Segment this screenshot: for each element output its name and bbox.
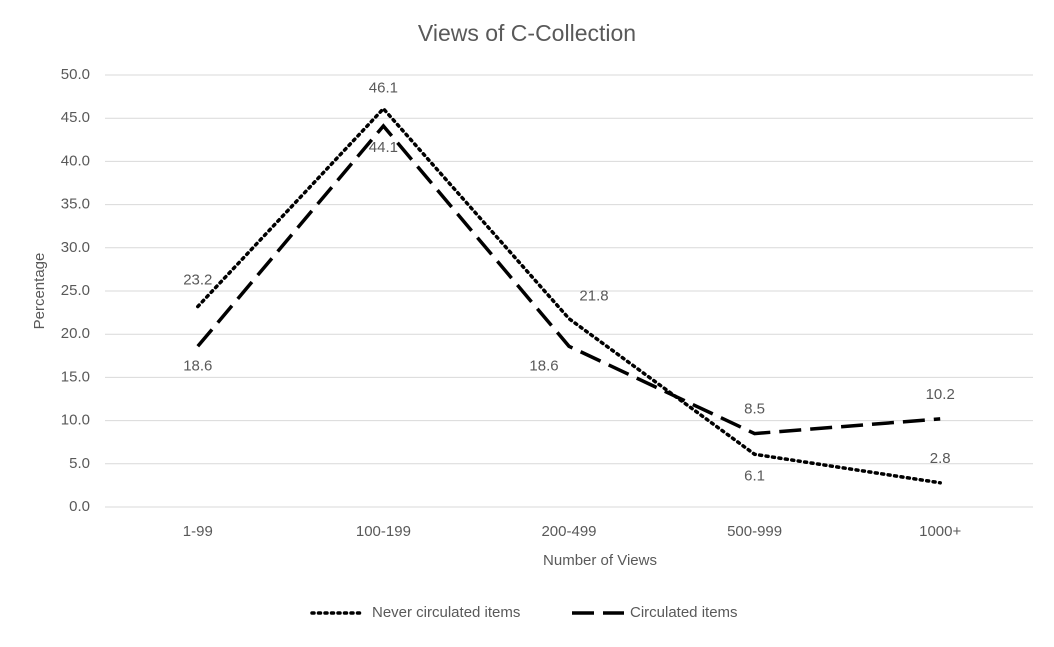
data-label: 46.1 <box>369 80 398 97</box>
data-label: 8.5 <box>744 401 765 418</box>
series-line <box>196 123 941 436</box>
y-tick-label: 10.0 <box>61 412 90 429</box>
data-label: 6.1 <box>744 467 765 484</box>
y-tick-label: 45.0 <box>61 109 90 126</box>
y-tick-label: 50.0 <box>61 66 90 83</box>
x-tick-label: 1-99 <box>183 523 213 540</box>
x-axis-title: Number of Views <box>543 552 657 569</box>
y-tick-label: 35.0 <box>61 196 90 213</box>
legend-label: Circulated items <box>630 604 738 621</box>
y-axis-title: Percentage <box>31 253 48 330</box>
series-line <box>196 106 942 485</box>
data-label: 10.2 <box>926 386 955 403</box>
data-label: 2.8 <box>930 450 951 467</box>
y-tick-label: 20.0 <box>61 325 90 342</box>
data-label: 44.1 <box>369 139 398 156</box>
y-tick-label: 40.0 <box>61 152 90 169</box>
data-label: 21.8 <box>579 288 608 305</box>
data-label: 18.6 <box>529 357 558 374</box>
x-tick-label: 500-999 <box>727 523 782 540</box>
x-tick-label: 200-499 <box>541 523 596 540</box>
data-label: 23.2 <box>183 272 212 289</box>
chart-title: Views of C-Collection <box>418 20 636 46</box>
legend-label: Never circulated items <box>372 604 520 621</box>
data-label: 18.6 <box>183 357 212 374</box>
y-tick-label: 0.0 <box>69 498 90 515</box>
y-tick-label: 30.0 <box>61 239 90 256</box>
y-tick-label: 25.0 <box>61 282 90 299</box>
x-tick-label: 100-199 <box>356 523 411 540</box>
y-tick-label: 5.0 <box>69 455 90 472</box>
y-tick-label: 15.0 <box>61 368 90 385</box>
x-tick-label: 1000+ <box>919 523 961 540</box>
